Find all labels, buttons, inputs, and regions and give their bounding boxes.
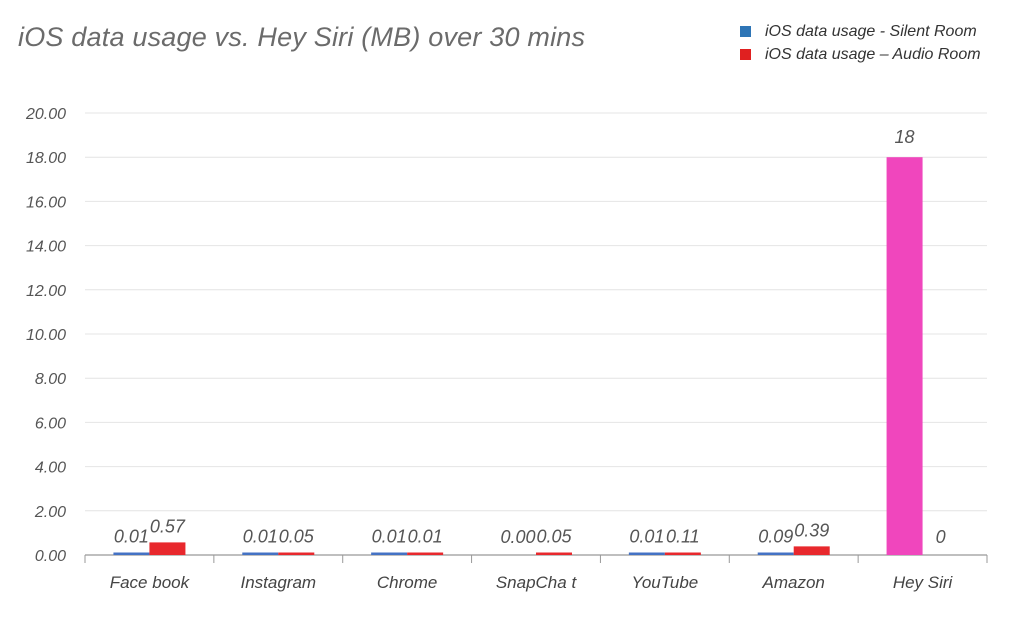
bar-silent-room xyxy=(757,552,794,555)
data-label: 0.00 xyxy=(500,527,535,547)
legend-swatch-silent-room xyxy=(740,26,751,37)
x-tick-label: Amazon xyxy=(762,573,825,592)
legend-item-audio-room: iOS data usage – Audio Room xyxy=(740,43,981,66)
bar-silent-room xyxy=(371,552,408,555)
y-tick-label: 14.00 xyxy=(26,239,66,256)
bar-audio-room xyxy=(536,552,572,555)
x-tick-label: Hey Siri xyxy=(893,573,954,592)
data-label: 0.01 xyxy=(372,527,407,547)
data-label: 0.01 xyxy=(629,527,664,547)
chart-title: iOS data usage vs. Hey Siri (MB) over 30… xyxy=(18,22,586,52)
x-tick-label: Chrome xyxy=(377,573,437,592)
data-label: 0.57 xyxy=(150,516,186,536)
data-label: 0.01 xyxy=(408,527,443,547)
bar-audio-room xyxy=(407,552,444,555)
bar-audio-room xyxy=(278,552,315,555)
data-label: 18 xyxy=(895,127,915,147)
y-tick-label: 6.00 xyxy=(35,415,66,432)
legend-item-silent-room: iOS data usage - Silent Room xyxy=(740,20,981,43)
x-tick-label: Instagram xyxy=(240,573,316,592)
data-label: 0.39 xyxy=(794,520,829,540)
data-label: 0.11 xyxy=(666,527,700,547)
data-label: 0.01 xyxy=(243,527,278,547)
bar-silent-room xyxy=(628,552,665,555)
y-tick-label: 18.00 xyxy=(26,150,66,167)
data-label: 0.01 xyxy=(114,527,149,547)
y-tick-label: 4.00 xyxy=(35,460,66,477)
x-tick-label: SnapCha t xyxy=(496,573,578,592)
x-tick-label: YouTube xyxy=(631,573,698,592)
bar-silent-room xyxy=(242,552,279,555)
y-tick-label: 16.00 xyxy=(26,194,66,211)
data-label: 0 xyxy=(936,527,946,547)
y-tick-label: 20.00 xyxy=(25,106,66,123)
chart-legend: iOS data usage - Silent Room iOS data us… xyxy=(740,20,981,66)
legend-swatch-audio-room xyxy=(740,49,751,60)
bar-audio-room xyxy=(793,546,830,555)
x-tick-label: Face book xyxy=(110,573,191,592)
y-tick-label: 2.00 xyxy=(34,504,66,521)
legend-label-silent-room: iOS data usage - Silent Room xyxy=(765,22,977,40)
data-label: 0.05 xyxy=(279,527,315,547)
legend-label-audio-room: iOS data usage – Audio Room xyxy=(765,45,981,63)
bar-audio-room xyxy=(149,542,186,555)
y-tick-label: 8.00 xyxy=(35,371,66,388)
y-tick-label: 0.00 xyxy=(35,548,66,565)
bar-audio-room xyxy=(664,552,701,555)
data-label: 0.09 xyxy=(758,527,793,547)
data-label: 0.05 xyxy=(536,527,572,547)
y-tick-label: 10.00 xyxy=(26,327,66,344)
y-tick-label: 12.00 xyxy=(26,283,66,300)
bar-silent-room xyxy=(113,552,150,555)
bar-silent-room xyxy=(886,157,923,555)
